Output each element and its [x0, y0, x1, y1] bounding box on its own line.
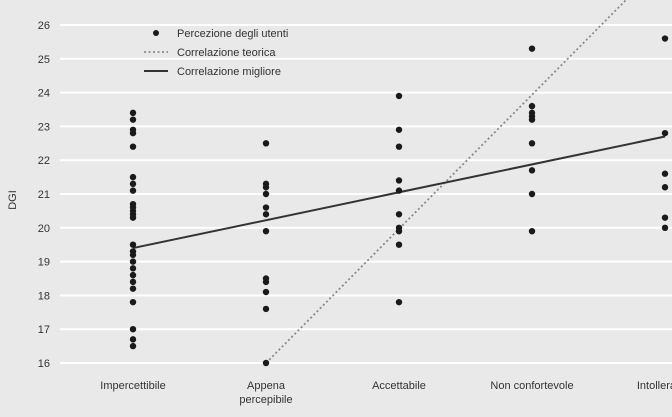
data-point: [395, 143, 403, 150]
data-point: [528, 227, 536, 235]
y-tick-label: 22: [38, 155, 50, 167]
data-point: [129, 241, 137, 248]
data-point: [129, 285, 137, 292]
data-point: [528, 116, 536, 123]
data-point: [661, 224, 669, 231]
data-point: [661, 129, 669, 137]
data-point: [129, 109, 137, 117]
data-point: [262, 184, 270, 191]
y-tick-label: 19: [38, 257, 50, 269]
y-tick-label: 20: [38, 223, 50, 235]
data-point: [129, 278, 137, 286]
y-axis-label: DGI: [7, 190, 19, 210]
data-point: [395, 298, 403, 306]
data-points: [129, 35, 669, 367]
y-tick-label: 23: [38, 121, 50, 133]
data-point: [262, 190, 270, 198]
data-point: [528, 190, 536, 198]
data-point: [395, 211, 403, 218]
data-point: [528, 45, 536, 52]
y-tick-label: 26: [38, 20, 50, 32]
y-tick-label: 21: [38, 189, 50, 201]
data-point: [395, 187, 403, 194]
x-tick-label: Appena percepibile: [239, 380, 292, 406]
y-tick-label: 18: [38, 290, 50, 302]
data-point: [395, 92, 403, 100]
data-point: [262, 211, 270, 218]
y-tick-label: 17: [38, 324, 50, 336]
data-point: [129, 143, 137, 150]
data-point: [262, 140, 270, 147]
data-point: [395, 227, 403, 235]
data-point: [395, 177, 403, 184]
data-point: [395, 241, 403, 248]
x-tick-label-line: Accettabile: [372, 380, 426, 392]
data-point: [129, 214, 137, 221]
data-point: [129, 298, 137, 306]
x-tick-label-line: Impercettibile: [100, 380, 165, 392]
data-point: [129, 173, 137, 181]
data-point: [661, 35, 669, 42]
data-point: [262, 204, 270, 211]
x-axis: Impercettibile Appena percepibile Accettabi…: [100, 380, 672, 406]
data-point: [129, 336, 137, 343]
legend-marker-dot: [153, 30, 159, 36]
data-point: [262, 278, 270, 286]
legend: Percezione degli utenti Correlazione teor…: [144, 28, 288, 78]
legend-label: Percezione degli utenti: [177, 28, 288, 40]
data-point: [528, 102, 536, 110]
x-tick-label: Non confortevole: [490, 380, 573, 392]
data-point: [661, 184, 669, 191]
data-point: [528, 167, 536, 174]
x-tick-label: Impercettibile: [100, 380, 165, 392]
data-point: [661, 170, 669, 177]
grid: [60, 24, 672, 364]
y-axis: 16 17 18 19 20 21 22 23 24 25 26: [38, 20, 50, 370]
data-point: [262, 227, 270, 235]
y-tick-label: 25: [38, 54, 50, 66]
x-tick-label-line: Appena: [247, 380, 286, 392]
data-point: [129, 271, 137, 279]
x-tick-label-line: percepibile: [239, 394, 292, 406]
data-point: [262, 288, 270, 296]
data-point: [129, 258, 137, 265]
data-point: [661, 214, 669, 221]
data-point: [129, 129, 137, 137]
y-tick-label: 24: [38, 88, 50, 100]
data-point: [129, 251, 137, 259]
x-tick-label: Accettabile: [372, 380, 426, 392]
y-tick-label: 16: [38, 358, 50, 370]
data-point: [528, 140, 536, 147]
data-point: [129, 326, 137, 333]
x-tick-label-line: Non confortevole: [490, 380, 573, 392]
data-point: [262, 305, 270, 313]
data-point: [129, 342, 137, 350]
data-point: [129, 116, 137, 123]
data-point: [129, 187, 137, 194]
data-point: [395, 126, 403, 133]
x-tick-label: Intollerabile: [637, 380, 672, 392]
legend-label: Correlazione teorica: [177, 47, 276, 59]
legend-label: Correlazione migliore: [177, 66, 281, 78]
data-point: [262, 359, 270, 367]
data-point: [129, 180, 137, 188]
x-tick-label-line: Intollerabile: [637, 380, 672, 392]
data-point: [129, 265, 137, 272]
theoretical-correlation-line: [265, 0, 628, 364]
